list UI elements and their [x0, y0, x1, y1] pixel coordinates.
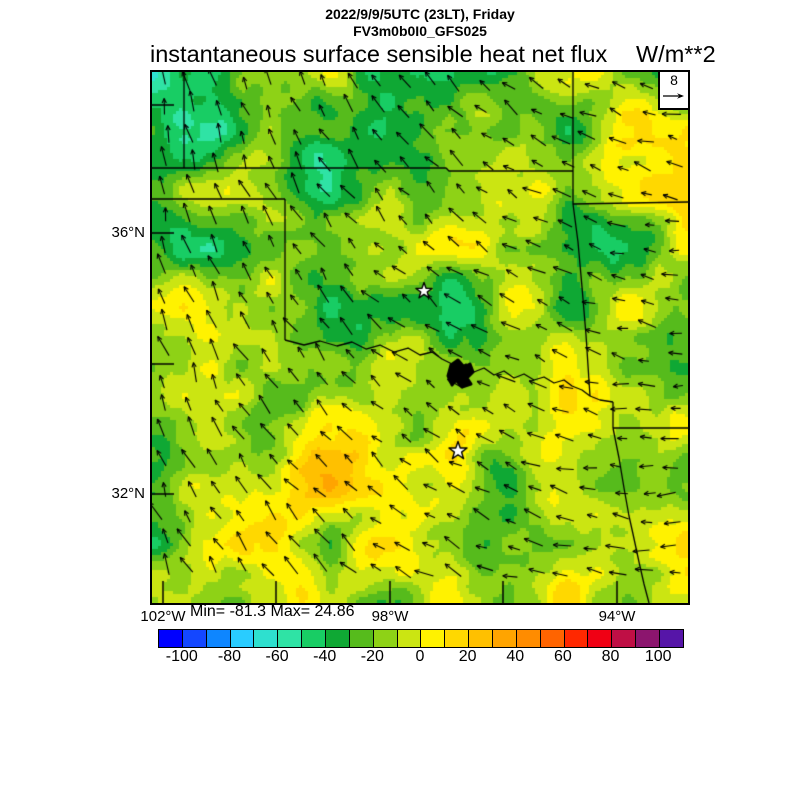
reference-arrow-icon [663, 93, 684, 99]
lon-label-94w: 94°W [598, 608, 636, 625]
colorbar-cell [397, 630, 422, 647]
colorbar [158, 629, 684, 648]
lat-label-36n: 36°N [111, 224, 145, 241]
colorbar-tick-label: -20 [360, 648, 384, 665]
colorbar-cell [636, 630, 661, 647]
colorbar-tick-label: 80 [601, 648, 620, 665]
colorbar-tick-label: 60 [554, 648, 572, 665]
colorbar-cell [612, 630, 637, 647]
lat-label-32n: 32°N [111, 485, 145, 502]
chart-title: instantaneous surface sensible heat net … [150, 41, 608, 67]
colorbar-cell [588, 630, 613, 647]
colorbar-cell [278, 630, 303, 647]
colorbar-cell [516, 630, 541, 647]
lon-label-98w: 98°W [371, 608, 409, 625]
colorbar-tick-label: 20 [458, 648, 477, 665]
colorbar-cell [349, 630, 374, 647]
header-datetime: 2022/9/9/5UTC (23LT), Friday [325, 6, 515, 22]
colorbar-cell [182, 630, 207, 647]
colorbar-cell [159, 630, 183, 647]
colorbar-cell [373, 630, 398, 647]
units-label: W/m**2 [636, 41, 716, 67]
minmax-annotation: Min= -81.3 Max= 24.86 [190, 603, 355, 620]
colorbar-cell [254, 630, 279, 647]
lon-label-102w: 102°W [140, 608, 186, 625]
colorbar-cell [421, 630, 446, 647]
header-model-run: FV3m0b0I0_GFS025 [353, 23, 487, 39]
colorbar-cell [326, 630, 350, 647]
reference-vector-label: 8 [670, 72, 678, 88]
colorbar-cell [445, 630, 470, 647]
colorbar-cell [540, 630, 565, 647]
colorbar-cell [206, 630, 231, 647]
heat-flux-map-canvas [152, 72, 688, 603]
colorbar-tick-label: 40 [506, 648, 525, 665]
colorbar-tick-label: -100 [165, 648, 198, 665]
colorbar-cell [660, 630, 683, 647]
colorbar-tick-label: 0 [415, 648, 425, 665]
colorbar-cell [302, 630, 327, 647]
colorbar-cell [493, 630, 517, 647]
colorbar-labels: -100 -80 -60 -40 -20 0 20 40 60 80 100 [158, 648, 682, 666]
colorbar-tick-label: -60 [265, 648, 289, 665]
colorbar-tick-label: -40 [313, 648, 337, 665]
colorbar-tick-label: -80 [217, 648, 242, 665]
colorbar-cell [230, 630, 255, 647]
map-frame: 8 [150, 70, 690, 605]
colorbar-cell [564, 630, 589, 647]
colorbar-tick-label: 100 [644, 648, 672, 665]
reference-vector-box: 8 [658, 70, 690, 110]
colorbar-cell [469, 630, 494, 647]
